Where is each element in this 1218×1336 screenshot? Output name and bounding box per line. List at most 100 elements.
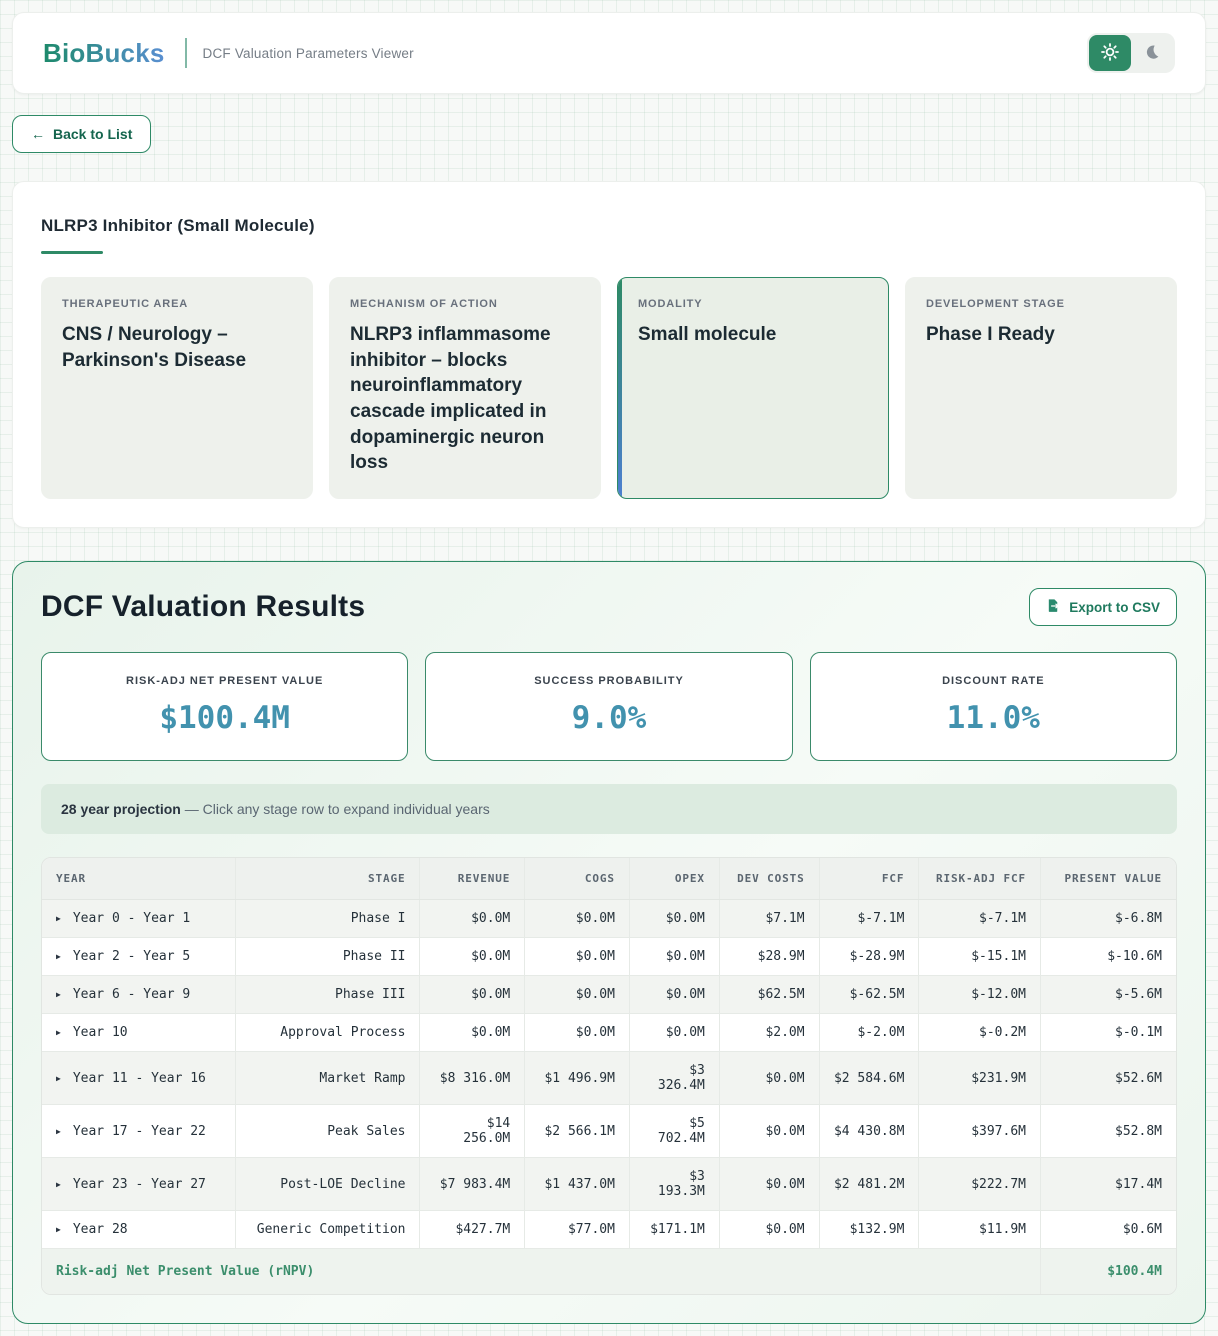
row-cell: $62.5M (718, 975, 820, 1014)
row-year-label: Year 23 - Year 27 (72, 1176, 206, 1192)
row-year-label: Year 0 - Year 1 (72, 911, 191, 926)
row-cell: $-0.2M (918, 1013, 1041, 1052)
expand-caret-icon: ▶ (56, 1028, 61, 1037)
row-cell: $2.0M (718, 1013, 820, 1052)
row-cell: $0.0M (524, 1013, 630, 1052)
table-row[interactable]: ▶ Year 10 Approval Process $0.0M $0.0M $0… (42, 1013, 1176, 1052)
row-cell: $0.0M (524, 937, 630, 976)
row-cell: Phase I (235, 899, 420, 938)
row-cell: $3 193.3M (628, 1157, 720, 1211)
row-cell: $14 256.0M (419, 1104, 525, 1158)
col-dev-costs: DEV COSTS (718, 858, 820, 900)
table-body: ▶ Year 0 - Year 1 Phase I $0.0M $0.0M $0.… (42, 899, 1176, 1249)
metric-cards: RISK-ADJ NET PRESENT VALUE $100.4M SUCCE… (41, 652, 1177, 761)
row-cell: $-12.0M (918, 975, 1041, 1014)
param-label: MODALITY (638, 298, 703, 310)
row-cell: $3 326.4M (628, 1051, 720, 1105)
row-year-label: Year 2 - Year 5 (72, 949, 191, 964)
table-row[interactable]: ▶ Year 11 - Year 16 Market Ramp $8 316.0M… (42, 1051, 1176, 1105)
row-cell: Post-LOE Decline (235, 1157, 420, 1211)
param-label: THERAPEUTIC AREA (62, 298, 189, 310)
export-file-icon (1046, 598, 1061, 616)
metric-label: SUCCESS PROBABILITY (534, 675, 684, 687)
row-cell: $171.1M (628, 1210, 720, 1249)
row-cell: $397.6M (918, 1104, 1041, 1158)
table-row[interactable]: ▶ Year 23 - Year 27 Post-LOE Decline $7 9… (42, 1157, 1176, 1211)
row-cell: $7.1M (718, 899, 820, 938)
asset-title: NLRP3 Inhibitor (Small Molecule) (41, 216, 315, 235)
expand-caret-icon: ▶ (56, 990, 61, 999)
results-title: DCF Valuation Results (41, 590, 366, 623)
back-arrow-icon: ← (31, 126, 45, 142)
table-row[interactable]: ▶ Year 6 - Year 9 Phase III $0.0M $0.0M $… (42, 975, 1176, 1014)
row-cell: $0.0M (419, 1013, 525, 1052)
row-cell: Market Ramp (235, 1051, 420, 1105)
row-cell: $0.0M (718, 1210, 820, 1249)
row-cell: $-7.1M (818, 899, 919, 938)
row-cell: Generic Competition (235, 1210, 420, 1249)
param-label: DEVELOPMENT STAGE (926, 298, 1065, 310)
row-cell: $0.0M (419, 899, 525, 938)
light-mode-button[interactable] (1089, 35, 1131, 71)
brand-logo: BioBucks (43, 37, 165, 68)
row-cell: $-0.1M (1039, 1013, 1176, 1052)
metric-success-probability: SUCCESS PROBABILITY 9.0% (425, 652, 793, 761)
col-revenue: REVENUE (419, 858, 525, 900)
row-cell: $0.0M (628, 937, 720, 976)
row-cell: $0.0M (718, 1157, 820, 1211)
row-cell: $11.9M (918, 1210, 1041, 1249)
back-to-list-button[interactable]: ← Back to List (12, 115, 152, 153)
metric-label: DISCOUNT RATE (942, 675, 1045, 687)
row-cell: $7 983.4M (419, 1157, 525, 1211)
row-cell: $2 566.1M (524, 1104, 630, 1158)
row-cell: $-6.8M (1039, 899, 1176, 938)
app-subtitle: DCF Valuation Parameters Viewer (202, 45, 414, 61)
card-therapeutic-area: THERAPEUTIC AREA CNS / Neurology – Parki… (41, 277, 313, 499)
projection-hint: — Click any stage row to expand individu… (184, 801, 490, 817)
row-cell: $-2.0M (818, 1013, 919, 1052)
param-label: MECHANISM OF ACTION (350, 298, 498, 310)
row-cell: $0.0M (628, 1013, 720, 1052)
row-cell: $0.0M (419, 937, 525, 976)
metric-value: 11.0% (946, 700, 1040, 736)
row-cell: Approval Process (235, 1013, 420, 1052)
card-mechanism-of-action: MECHANISM OF ACTION NLRP3 inflammasome i… (329, 277, 601, 499)
dark-mode-button[interactable] (1131, 35, 1173, 71)
row-year-label: Year 28 (72, 1222, 128, 1237)
param-value: NLRP3 inflammasome inhibitor – blocks ne… (350, 324, 551, 474)
export-csv-button[interactable]: Export to CSV (1029, 588, 1177, 626)
row-cell: $427.7M (419, 1210, 525, 1249)
row-cell: $2 584.6M (818, 1051, 919, 1105)
row-cell: Phase III (235, 975, 420, 1014)
row-cell: $28.9M (718, 937, 820, 976)
row-cell: $-7.1M (918, 899, 1041, 938)
row-year-label: Year 17 - Year 22 (72, 1123, 206, 1139)
card-modality-selected[interactable]: MODALITY Small molecule (617, 277, 889, 499)
row-cell: $0.0M (524, 975, 630, 1014)
table-row[interactable]: ▶ Year 17 - Year 22 Peak Sales $14 256.0M… (42, 1104, 1176, 1158)
rnpv-footer-label: Risk-adj Net Present Value (rNPV) (42, 1248, 1041, 1294)
row-cell: $-62.5M (818, 975, 919, 1014)
projection-length: 28 year projection (61, 801, 181, 817)
metric-rnpv: RISK-ADJ NET PRESENT VALUE $100.4M (41, 652, 409, 761)
expand-caret-icon: ▶ (56, 1179, 61, 1189)
row-cell: $2 481.2M (818, 1157, 919, 1211)
expand-caret-icon: ▶ (56, 914, 61, 923)
table-header-row: YEAR STAGE REVENUE COGS OPEX DEV COSTS F… (42, 858, 1176, 900)
app-header: BioBucks DCF Valuation Parameters Viewer (12, 12, 1206, 94)
table-row[interactable]: ▶ Year 0 - Year 1 Phase I $0.0M $0.0M $0.… (42, 899, 1176, 938)
metric-value: 9.0% (571, 700, 647, 736)
theme-toggle (1087, 33, 1175, 73)
expand-caret-icon: ▶ (56, 1073, 61, 1083)
row-cell: $1 437.0M (524, 1157, 630, 1211)
row-cell: Peak Sales (235, 1104, 420, 1158)
col-fcf: FCF (818, 858, 919, 900)
expand-caret-icon: ▶ (56, 952, 61, 961)
row-cell: $4 430.8M (818, 1104, 919, 1158)
metric-label: RISK-ADJ NET PRESENT VALUE (126, 675, 324, 687)
table-row[interactable]: ▶ Year 28 Generic Competition $427.7M $77… (42, 1210, 1176, 1249)
param-value: CNS / Neurology – Parkinson's Disease (62, 324, 247, 371)
projection-table: YEAR STAGE REVENUE COGS OPEX DEV COSTS F… (42, 858, 1176, 1294)
row-cell: $77.0M (524, 1210, 630, 1249)
table-row[interactable]: ▶ Year 2 - Year 5 Phase II $0.0M $0.0M $0… (42, 937, 1176, 976)
